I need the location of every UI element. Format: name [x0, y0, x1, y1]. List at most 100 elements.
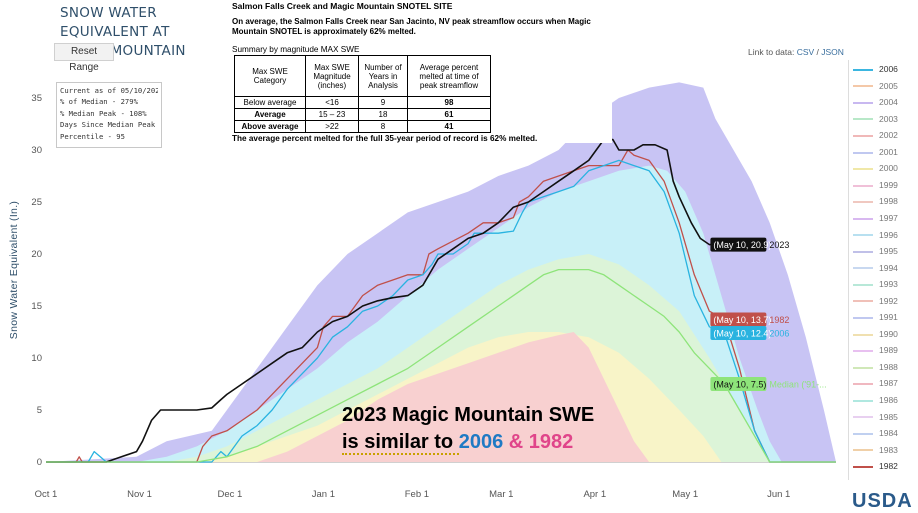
legend-item-1999[interactable]: 1999 [853, 178, 898, 192]
legend-label: 1995 [879, 246, 898, 257]
legend-label: 1985 [879, 411, 898, 422]
legend-item-2000[interactable]: 2000 [853, 161, 898, 175]
legend-label: 1990 [879, 328, 898, 339]
legend-swatch [853, 184, 873, 187]
series-line-2006[interactable] [46, 159, 836, 463]
json-link[interactable]: JSON [821, 47, 844, 57]
y-tick-label: 0 [37, 457, 42, 468]
table-cell: 15 – 23 [305, 108, 359, 121]
legend-swatch [853, 234, 873, 237]
legend-item-1993[interactable]: 1993 [853, 277, 898, 291]
legend-item-1986[interactable]: 1986 [853, 393, 898, 407]
annotations: (May 10, 20.9)2023 (May 10, 13.7)1982 (May… [710, 237, 827, 391]
summary-panel: Salmon Falls Creek and Magic Mountain SN… [232, 0, 612, 143]
x-tick-label: Oct 1 [35, 489, 58, 500]
legend-swatch [853, 201, 873, 204]
legend-swatch [853, 350, 873, 353]
status-line: Days Since Median Peak - 39 [60, 120, 158, 130]
usda-logo: USDA [852, 490, 913, 512]
link-separator: / [814, 47, 822, 57]
callout-prefix: is similar to [342, 431, 459, 455]
legend-label: 1994 [879, 262, 898, 273]
legend-swatch [853, 432, 873, 435]
legend-item-2005[interactable]: 2005 [853, 79, 898, 93]
table-row: Below average <16 9 98 [234, 96, 491, 109]
annotation-tag [710, 237, 767, 252]
legend-item-1997[interactable]: 1997 [853, 211, 898, 225]
callout-line-2: is similar to 2006 & 1982 [342, 429, 594, 456]
legend-item-1983[interactable]: 1983 [853, 443, 898, 457]
summary-title: Salmon Falls Creek and Magic Mountain SN… [232, 1, 453, 11]
legend: 2006 2005 2004 2003 2002 2001 2000 1999 1998 1997… [848, 60, 918, 480]
legend-item-2002[interactable]: 2002 [853, 128, 898, 142]
legend-item-1987[interactable]: 1987 [853, 376, 898, 390]
data-links: Link to data: CSV / JSON [748, 47, 844, 57]
legend-label: 1998 [879, 196, 898, 207]
legend-swatch [853, 134, 873, 137]
legend-swatch [853, 449, 873, 452]
legend-label: 1992 [879, 295, 898, 306]
summary-table: Max SWE Category Max SWE Magnitude (inch… [234, 55, 491, 133]
legend-label: 1997 [879, 213, 898, 223]
legend-item-1991[interactable]: 1991 [853, 310, 898, 324]
annotation-label: (May 10, 7.5) [713, 380, 766, 390]
x-axis: Oct 1 Nov 1 Dec 1 Jan 1 Feb 1 Mar 1 Apr 1 May 1… [35, 462, 836, 500]
legend-item-1995[interactable]: 1995 [853, 244, 898, 258]
legend-swatch [853, 283, 873, 286]
legend-label: 2006 [879, 64, 898, 74]
legend-item-1984[interactable]: 1984 [853, 426, 898, 440]
legend-swatch [853, 85, 873, 88]
legend-item-2004[interactable]: 2004 [853, 95, 898, 109]
x-tick-label: Apr 1 [583, 489, 606, 500]
legend-swatch [853, 151, 873, 154]
series-line-1982[interactable] [46, 149, 836, 463]
series-lines [46, 138, 836, 463]
x-tick-label: Nov 1 [127, 489, 152, 500]
legend-label: 1988 [879, 361, 898, 372]
x-tick-label: Dec 1 [217, 489, 242, 500]
legend-item-1990[interactable]: 1990 [853, 327, 898, 341]
band-min [46, 332, 650, 462]
y-tick-label: 30 [31, 145, 42, 156]
table-cell: Above average [234, 120, 306, 133]
legend-swatch [853, 168, 873, 171]
csv-link[interactable]: CSV [796, 47, 815, 57]
table-cell: 9 [358, 96, 408, 109]
summary-footer: The average percent melted for the full … [232, 134, 538, 143]
series-line-median91[interactable] [46, 268, 836, 463]
annotation-series-name: 2006 [769, 329, 789, 339]
legend-label: 2003 [879, 113, 898, 124]
callout-amp: & [503, 431, 529, 453]
legend-swatch [853, 399, 873, 402]
legend-swatch [853, 101, 873, 104]
legend-swatch [853, 250, 873, 253]
title-line-1: SNOW WATER EQUIVALENT AT [60, 5, 170, 40]
table-header: Max SWE Magnitude (inches) [305, 55, 359, 97]
table-header: Max SWE Category [234, 55, 306, 97]
legend-item-1994[interactable]: 1994 [853, 261, 898, 275]
legend-item-1996[interactable]: 1996 [853, 228, 898, 242]
annotation-tag [710, 326, 767, 340]
legend-item-1988[interactable]: 1988 [853, 360, 898, 374]
y-tick-label: 10 [31, 353, 42, 364]
table-cell: >22 [305, 120, 359, 133]
legend-item-1998[interactable]: 1998 [853, 194, 898, 208]
table-cell: <16 [305, 96, 359, 109]
legend-item-1989[interactable]: 1989 [853, 343, 898, 357]
table-cell: 18 [358, 108, 408, 121]
legend-item-1992[interactable]: 1992 [853, 294, 898, 308]
reset-range-button[interactable]: Reset Range [54, 43, 114, 73]
legend-item-1985[interactable]: 1985 [853, 410, 898, 424]
legend-item-2001[interactable]: 2001 [853, 145, 898, 159]
status-line: Current as of 05/10/2023: [60, 86, 158, 95]
legend-item-1982[interactable]: 1982 [853, 459, 898, 473]
table-row: Average 15 – 23 18 61 [234, 108, 491, 121]
series-line-2023[interactable] [46, 138, 719, 463]
legend-label: 2004 [879, 97, 898, 108]
legend-item-2003[interactable]: 2003 [853, 112, 898, 126]
legend-item-2006[interactable]: 2006 [853, 62, 898, 76]
callout-year-b: 1982 [528, 431, 574, 453]
legend-label: 1999 [879, 179, 898, 190]
annotation-series-name: 1982 [769, 315, 789, 325]
